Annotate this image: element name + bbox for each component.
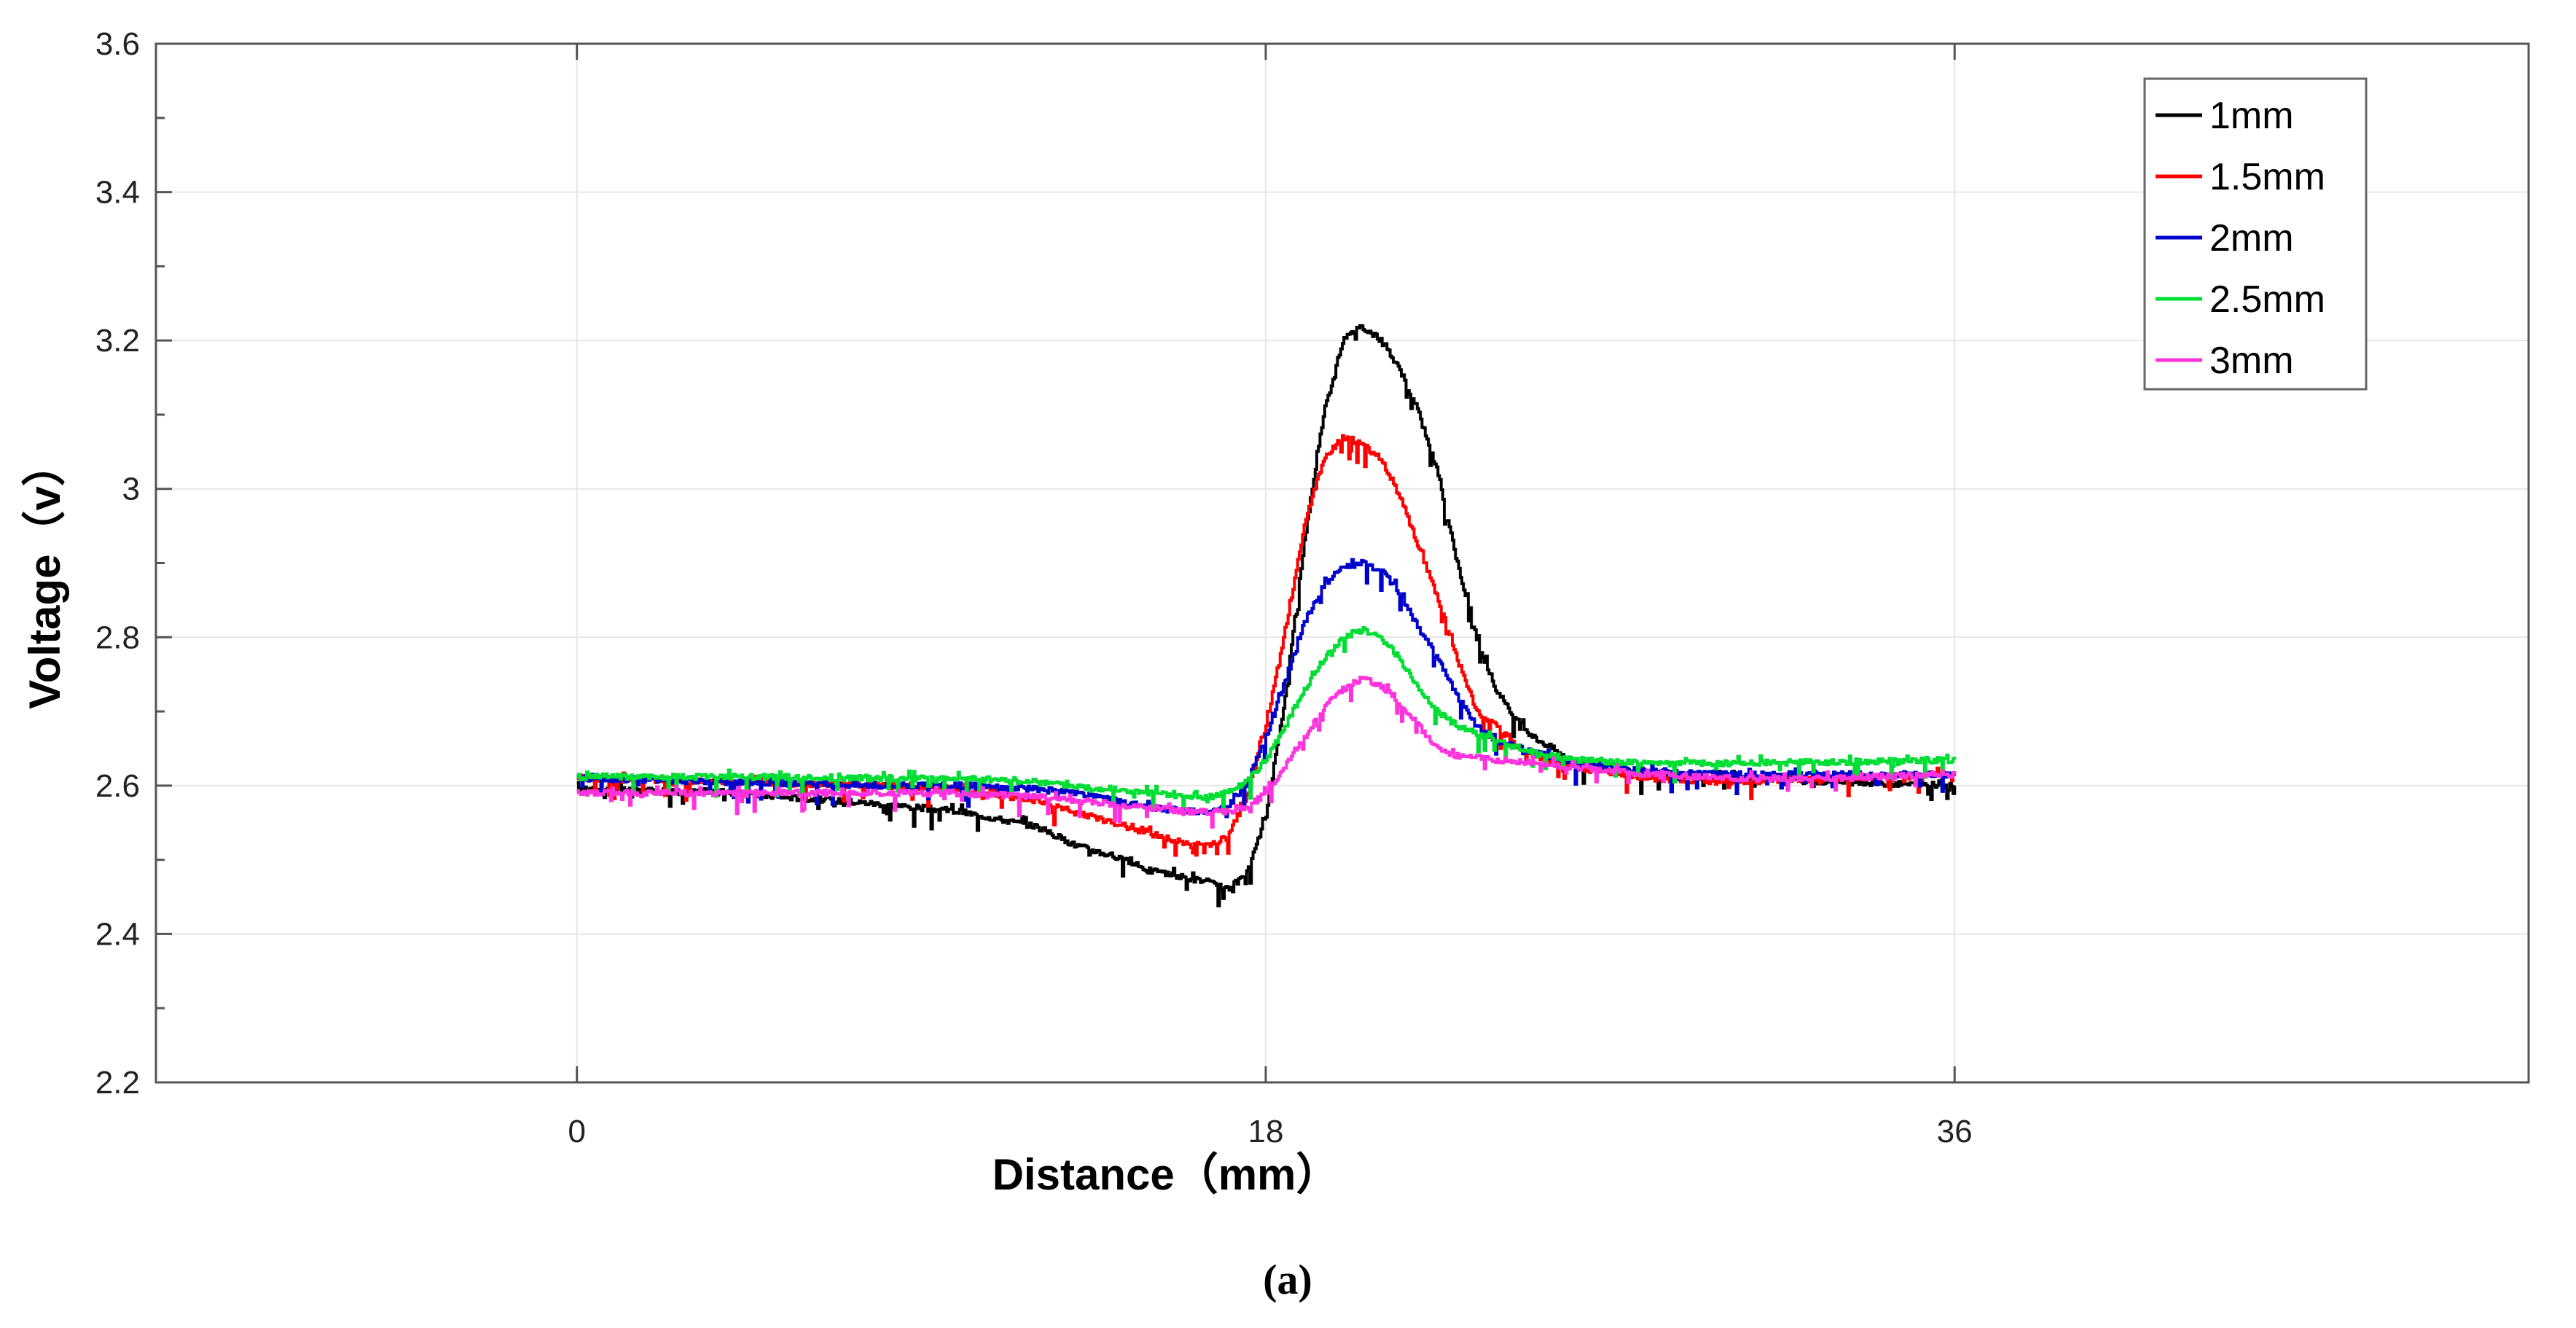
legend-box <box>2143 77 2368 391</box>
y-tick-label: 2.8 <box>95 620 140 655</box>
legend-label: 2mm <box>2209 217 2294 259</box>
y-axis-title: Voltage（v） <box>20 442 69 709</box>
series-line-3mm <box>576 676 1957 829</box>
y-tick-label: 2.2 <box>95 1065 140 1101</box>
legend-label: 1.5mm <box>2209 156 2325 198</box>
y-tick-label: 3.6 <box>95 26 140 62</box>
x-tick-label: 0 <box>568 1114 585 1149</box>
x-tick-label: 36 <box>1937 1114 1973 1149</box>
y-tick-label: 3.2 <box>95 323 140 359</box>
y-tick-label: 3.4 <box>95 175 140 211</box>
x-axis-title: Distance（mm） <box>993 1150 1340 1199</box>
figure-caption: (a) <box>1263 1256 1312 1303</box>
series-line-1-5mm <box>576 434 1957 857</box>
plot-background <box>156 44 2529 1082</box>
y-tick-label: 2.6 <box>95 768 140 804</box>
legend: 1mm 1.5mm 2mm 2.5mm 3mm <box>2143 77 2368 391</box>
axis-ticks <box>156 42 1956 1084</box>
y-tick-label: 2.4 <box>95 916 140 952</box>
series-lines <box>576 324 1957 907</box>
y-tick-label: 3 <box>122 472 140 507</box>
legend-label: 3mm <box>2209 340 2294 382</box>
legend-label: 1mm <box>2209 95 2294 137</box>
series-line-2-5mm <box>576 626 1957 815</box>
x-tick-label: 18 <box>1248 1114 1283 1149</box>
legend-label: 2.5mm <box>2209 278 2325 321</box>
tick-labels: 2.2 2.4 2.6 2.8 3 3.2 3.4 3.6 0 18 36 <box>95 26 1973 1149</box>
